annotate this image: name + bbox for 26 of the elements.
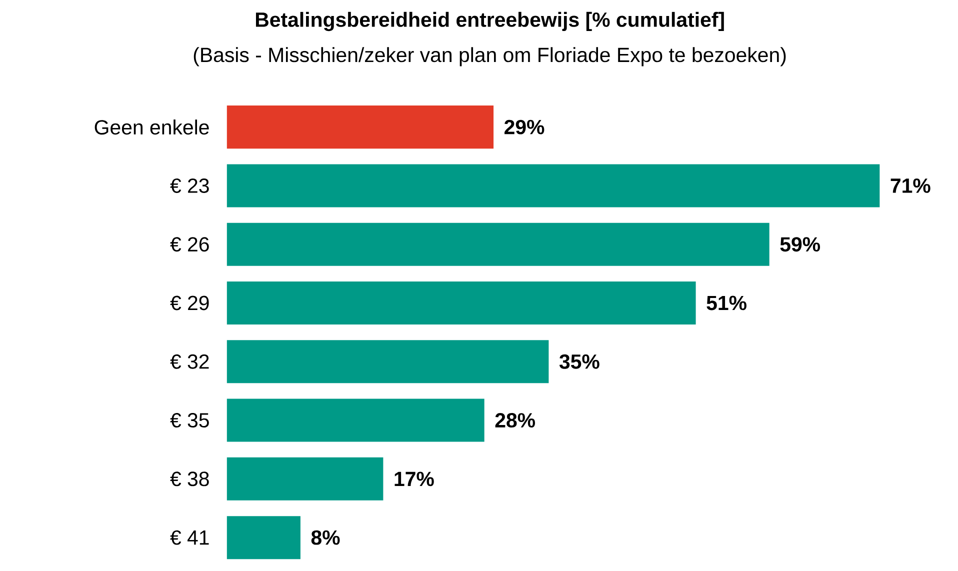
y-tick-label: Geen enkele xyxy=(94,120,209,135)
bar xyxy=(226,222,770,266)
y-tick-label: € 41 xyxy=(170,530,209,545)
data-label: 71% xyxy=(890,178,930,193)
data-label: 28% xyxy=(495,413,535,428)
bar xyxy=(226,458,384,501)
y-tick-label: € 23 xyxy=(170,178,209,194)
chart-subtitle: (Basis - Misschien/zeker van plan om Floriade Expo te bezoeken) xyxy=(194,47,786,66)
bar xyxy=(226,282,696,325)
bar xyxy=(226,516,300,560)
y-tick-label: € 29 xyxy=(170,296,209,310)
y-tick-label: € 32 xyxy=(170,354,209,369)
bar xyxy=(226,340,549,384)
y-tick-label: € 35 xyxy=(170,413,209,428)
data-label: 59% xyxy=(780,237,820,252)
bar xyxy=(226,398,484,442)
bar xyxy=(226,106,494,149)
y-tick-label: € 26 xyxy=(170,237,209,252)
data-label: 51% xyxy=(706,296,746,310)
data-label: 35% xyxy=(559,354,600,369)
data-label: 17% xyxy=(394,472,434,486)
data-label: 8% xyxy=(311,530,340,545)
bar xyxy=(226,164,880,208)
data-label: 29% xyxy=(504,120,544,134)
y-tick-label: € 38 xyxy=(170,472,209,486)
chart-title: Betalingsbereidheid entreebewijs [% cumulatief] xyxy=(256,12,724,32)
